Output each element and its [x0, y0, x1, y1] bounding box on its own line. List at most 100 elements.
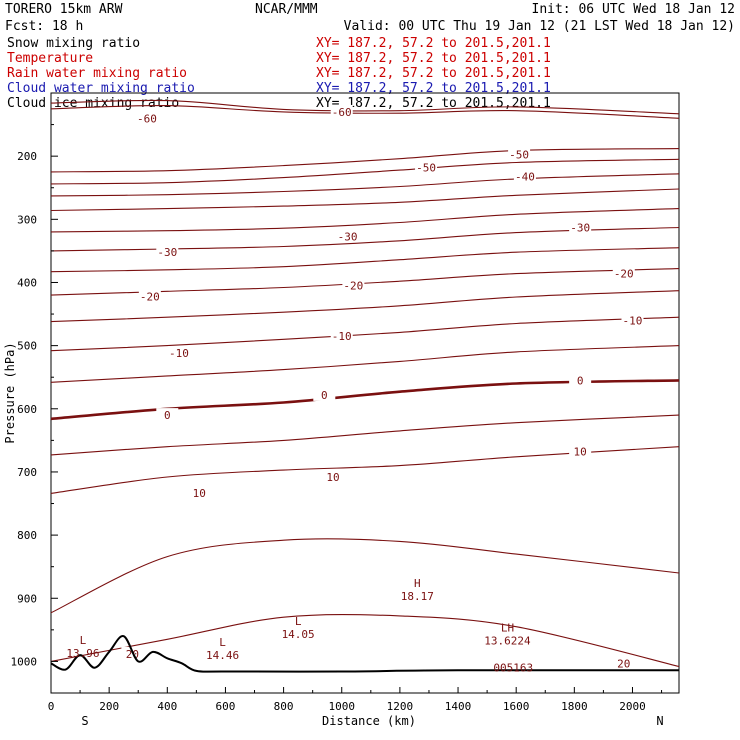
legend-rain-label: Rain water mixing ratio: [7, 66, 187, 81]
extremum-symbol-4: LH: [501, 621, 514, 634]
contour-label-bg: [342, 278, 365, 292]
legend-cloud-water-label: Cloud water mixing ratio: [7, 81, 195, 96]
contour-label-9: -20: [343, 280, 363, 293]
contour-label-18: 10: [326, 471, 339, 484]
y-tick-label: 500: [17, 340, 37, 353]
contour-label-bg: [612, 656, 635, 670]
contour-label-bg: [513, 169, 536, 183]
y-tick-label: 600: [17, 403, 37, 416]
y-tick-label: 900: [17, 592, 37, 605]
x-tick-label: 1400: [445, 700, 472, 713]
south-end-label: S: [81, 714, 88, 728]
x-tick-label: 1800: [561, 700, 588, 713]
init-time: Init: 06 UTC Wed 18 Jan 12: [532, 2, 736, 17]
isotherm-5: [50, 414, 680, 456]
y-tick-label: 1000: [11, 655, 38, 668]
isotherm--15: [50, 290, 680, 323]
extremum-value-4: 13.6224: [484, 634, 531, 647]
y-tick-label: 700: [17, 466, 37, 479]
contour-label-bg: [167, 346, 190, 360]
legend-cloud-ice-label: Cloud ice mixing ratio: [7, 96, 179, 111]
isotherm--50b: [50, 158, 680, 185]
contour-label-4: -40: [515, 170, 535, 183]
contour-label-bg: [336, 229, 359, 243]
valid-time: Valid: 00 UTC Thu 19 Jan 12 (21 LST Wed …: [344, 19, 735, 34]
isotherm-20: [50, 613, 680, 668]
contour-label-bg: [188, 485, 211, 499]
y-tick-label: 800: [17, 529, 37, 542]
extremum-value-1: 14.46: [206, 649, 239, 662]
contour-label-bg: [612, 266, 635, 280]
legend-snow-xy: XY= 187.2, 57.2 to 201.5,201.1: [316, 36, 551, 51]
isotherm--25: [50, 247, 680, 273]
contour-label-bg: [313, 387, 336, 401]
x-tick-label: 400: [157, 700, 177, 713]
y-axis-label: Pressure (hPa): [3, 342, 17, 443]
isotherm-10: [50, 446, 680, 494]
extremum-symbol-3: H: [414, 577, 421, 590]
contour-label-bg: [508, 147, 531, 161]
north-end-label: N: [656, 714, 663, 728]
isotherm--40b: [50, 188, 680, 212]
contour-label-19: 10: [574, 446, 587, 459]
contour-label-7: -30: [570, 222, 590, 235]
contour-label-0: -60: [137, 112, 157, 125]
contour-label-3: -50: [509, 148, 529, 161]
extremum-value-2: 14.05: [282, 628, 315, 641]
contour-label-11: -10: [169, 347, 189, 360]
model-title: TORERO 15km ARW: [5, 2, 123, 17]
contour-label-bg: [621, 313, 644, 327]
legend-snow-label: Snow mixing ratio: [7, 36, 140, 51]
contour-label-21: 20: [617, 657, 630, 670]
contour-label-bg: [330, 104, 353, 118]
y-tick-label: 200: [17, 150, 37, 163]
contour-label-bg: [138, 289, 161, 303]
x-tick-label: 1600: [503, 700, 530, 713]
contour-label-5: -30: [157, 246, 177, 259]
contour-label-bg: [569, 373, 592, 387]
isotherm--40: [50, 173, 680, 197]
contour-label-bg: [569, 220, 592, 234]
contour-label-bg: [156, 408, 179, 422]
contour-label-2: -50: [416, 162, 436, 175]
legend-temperature-label: Temperature: [7, 51, 93, 66]
x-tick-label: 1000: [328, 700, 355, 713]
x-tick-label: 0: [48, 700, 55, 713]
contour-label-bg: [415, 160, 438, 174]
extremum-symbol-2: L: [295, 615, 302, 628]
isotherm-labels: -60 -60 -50 -50 -40 -30 -30 -30 -20 -20 -20 -10 -10 -…: [121, 104, 644, 670]
contour-label-10: -20: [614, 268, 634, 281]
forecast-hour: Fcst: 18 h: [5, 19, 83, 34]
legend-temperature-xy: XY= 187.2, 57.2 to 201.5,201.1: [316, 51, 551, 66]
x-tick-label: 200: [99, 700, 119, 713]
isotherm-15: [50, 538, 680, 614]
x-axis-label: Distance (km): [322, 714, 416, 728]
terrain-line: [50, 635, 680, 673]
extremum-value-0: 13.96: [66, 647, 99, 660]
contour-label-15: 0: [321, 389, 328, 402]
x-axis: 0 200 400 600 800 1000 1200 1400 1600 1800 2000: [48, 687, 663, 713]
center-title: NCAR/MMM: [255, 2, 318, 17]
x-tick-label: 2000: [619, 700, 646, 713]
contour-label-8: -20: [140, 290, 160, 303]
plot-frame: [50, 92, 680, 694]
contour-label-16: 0: [577, 374, 584, 387]
x-tick-label: 600: [216, 700, 236, 713]
y-tick-label: 400: [17, 276, 37, 289]
extremum-value-5: 005163: [493, 661, 533, 674]
contour-label-bg: [156, 245, 179, 259]
contour-label-bg: [330, 329, 353, 343]
legend-cloud-water-xy: XY= 187.2, 57.2 to 201.5,201.1: [316, 81, 551, 96]
contour-label-13: -10: [623, 314, 643, 327]
extremum-value-3: 18.17: [401, 590, 434, 603]
contour-label-14: 0: [164, 409, 171, 422]
isotherm--30: [50, 208, 680, 233]
legend-rain-xy: XY= 187.2, 57.2 to 201.5,201.1: [316, 66, 551, 81]
x-tick-label: 800: [274, 700, 294, 713]
legend: Snow mixing ratio XY= 187.2, 57.2 to 201…: [7, 36, 551, 111]
isotherm--5: [50, 345, 680, 383]
contour-label-bg: [322, 470, 345, 483]
contour-label-12: -10: [332, 330, 352, 343]
contour-label-1: -60: [332, 106, 352, 119]
